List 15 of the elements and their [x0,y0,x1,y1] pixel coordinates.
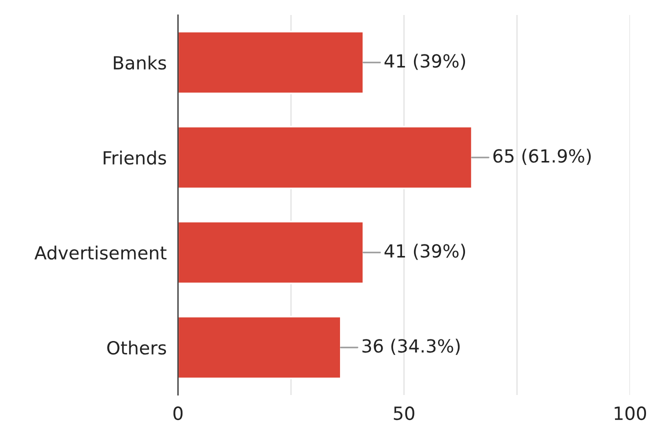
bar [178,126,472,190]
data-label: 41 (39%) [384,244,466,260]
data-label: 65 (61.9%) [493,148,591,165]
x-tick-label: 50 [394,406,414,420]
y-tick-label: Banks [114,56,166,70]
y-tick-label: Advertisement [34,246,166,260]
x-tick-label: 100 [614,406,646,420]
bar [178,30,364,94]
bar [178,220,364,284]
data-label: 36 (34.3%) [362,338,460,355]
data-label: 41 (39%) [384,54,466,70]
bar [178,316,342,380]
x-tick-label: 0 [173,406,183,420]
y-tick-label: Others [107,340,166,355]
y-tick-label: Friends [104,150,166,165]
